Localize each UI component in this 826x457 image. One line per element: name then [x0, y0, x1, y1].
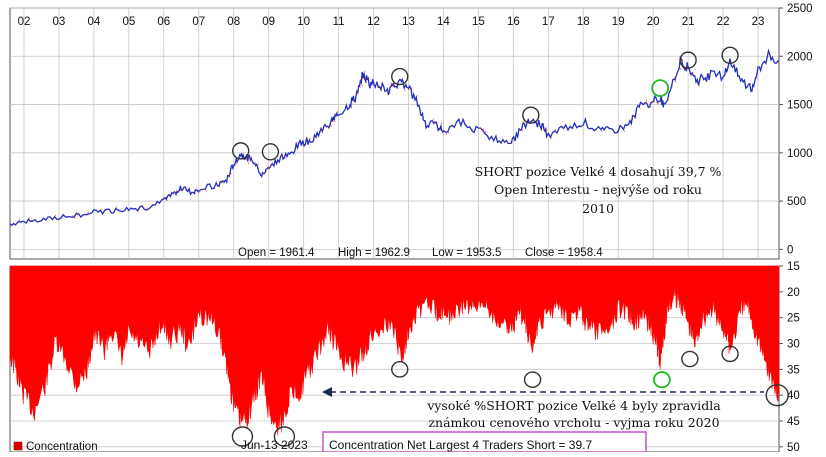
concentration-peak-markers — [231, 345, 789, 447]
arrow-head — [322, 387, 332, 397]
price-axis-labels: 0 500 1000 1500 2000 2500 — [779, 3, 813, 256]
concentration-legend: Concentration — [13, 441, 98, 453]
price-annotation-line-2: Open Interestu - nejvýše od roku — [494, 182, 702, 197]
year-tick-label: 20 — [647, 16, 660, 28]
year-tick-label: 03 — [53, 16, 66, 28]
price-annotation-line-3: 2010 — [582, 201, 614, 216]
year-tick-label: 13 — [402, 16, 415, 28]
concentration-peak-circle — [391, 361, 409, 378]
legend-label: Concentration — [26, 441, 98, 452]
ohlc-low: Low = 1953.5 — [432, 247, 501, 259]
year-tick-label: 21 — [682, 16, 695, 28]
price-tick-label: 2000 — [787, 51, 813, 63]
concentration-tick-label: 40 — [787, 390, 800, 402]
value-box: Concentration Net Largest 4 Traders Shor… — [322, 431, 647, 453]
price-panel: 02 03 04 05 06 07 08 09 10 11 12 13 14 15 16 17 18 19 20 21… — [9, 3, 813, 260]
concentration-peak-circle — [765, 384, 789, 407]
value-box-label: Concentration Net Largest 4 Traders Shor… — [329, 438, 592, 452]
concentration-peak-circle — [231, 426, 254, 447]
concentration-tick-label: 50 — [787, 442, 800, 452]
price-peak-circle — [261, 143, 280, 161]
ohlc-close: Close = 1958.4 — [525, 247, 603, 259]
concentration-panel: 15 20 25 30 35 40 45 50 vysoké %SHORT pozice Ve… — [9, 261, 800, 454]
concentration-peak-circle — [273, 426, 296, 447]
concentration-tick-label: 35 — [787, 364, 800, 376]
year-tick-label: 07 — [192, 16, 205, 28]
concentration-arrow — [322, 387, 764, 397]
year-tick-label: 16 — [507, 16, 520, 28]
year-tick-label: 17 — [542, 16, 555, 28]
price-tick-label: 0 — [787, 244, 793, 256]
year-tick-label: 15 — [472, 16, 485, 28]
concentration-peak-circle — [681, 350, 699, 368]
price-peak-circle — [721, 46, 739, 65]
year-tick-label: 18 — [577, 16, 590, 28]
concentration-annotation: vysoké %SHORT pozice Velké 4 byly zpravi… — [426, 398, 721, 430]
year-tick-label: 10 — [297, 16, 310, 28]
concentration-area — [9, 265, 780, 436]
price-series-shadow — [15, 54, 777, 226]
concentration-axis-labels: 15 20 25 30 35 40 45 50 — [779, 261, 800, 454]
concentration-peak-circle — [523, 371, 542, 388]
year-tick-label: 06 — [157, 16, 170, 28]
price-series-line — [9, 48, 780, 227]
ohlc-readout: Open = 1961.4 High = 1962.9 Low = 1953.5… — [238, 247, 603, 259]
price-peak-circle — [679, 51, 697, 69]
year-tick-label: 11 — [333, 16, 345, 28]
price-grid — [10, 7, 779, 259]
price-annotation-line-1: SHORT pozice Velké 4 dosahují 39,7 % — [475, 164, 722, 179]
price-peak-circle — [651, 79, 670, 98]
year-tick-label: 12 — [367, 16, 380, 28]
concentration-tick-label: 25 — [787, 313, 800, 325]
legend-swatch — [13, 441, 23, 451]
price-tick-label: 2500 — [787, 3, 813, 15]
concentration-tick-label: 30 — [787, 339, 800, 351]
price-peak-circle — [231, 142, 250, 160]
year-tick-label: 04 — [87, 16, 100, 28]
concentration-annotation-line-1: vysoké %SHORT pozice Velké 4 byly zpravi… — [426, 398, 721, 413]
price-peak-circle — [522, 106, 540, 124]
year-tick-label: 09 — [262, 16, 275, 28]
concentration-peak-circle — [653, 371, 671, 389]
concentration-peak-circle — [721, 345, 739, 363]
year-tick-label: 14 — [437, 16, 450, 28]
price-peak-circle — [391, 67, 409, 86]
concentration-tick-label: 15 — [787, 261, 800, 273]
concentration-tick-label: 20 — [787, 287, 800, 299]
year-tick-label: 05 — [122, 16, 135, 28]
ohlc-high: High = 1962.9 — [338, 247, 410, 259]
year-tick-label: 19 — [612, 16, 625, 28]
year-labels: 02 03 04 05 06 07 08 09 10 11 12 13 14 15 16 17 18 19 20 21… — [18, 16, 765, 28]
year-tick-label: 22 — [717, 16, 730, 28]
price-tick-label: 1500 — [787, 100, 813, 112]
concentration-annotation-line-2: známkou cenového vrcholu - vyjma roku 20… — [428, 415, 719, 430]
concentration-tick-label: 45 — [787, 416, 800, 428]
year-tick-label: 02 — [18, 16, 31, 28]
date-label: Jun-13 2023 — [241, 438, 308, 452]
price-annotation: SHORT pozice Velké 4 dosahují 39,7 % Ope… — [475, 164, 722, 216]
ohlc-open: Open = 1961.4 — [238, 247, 315, 259]
price-tick-label: 500 — [787, 196, 806, 208]
price-peak-markers — [231, 46, 739, 161]
price-tick-label: 1000 — [787, 148, 813, 160]
year-tick-label: 23 — [752, 16, 765, 28]
price-panel-frame — [9, 7, 780, 260]
year-tick-label: 08 — [227, 16, 240, 28]
